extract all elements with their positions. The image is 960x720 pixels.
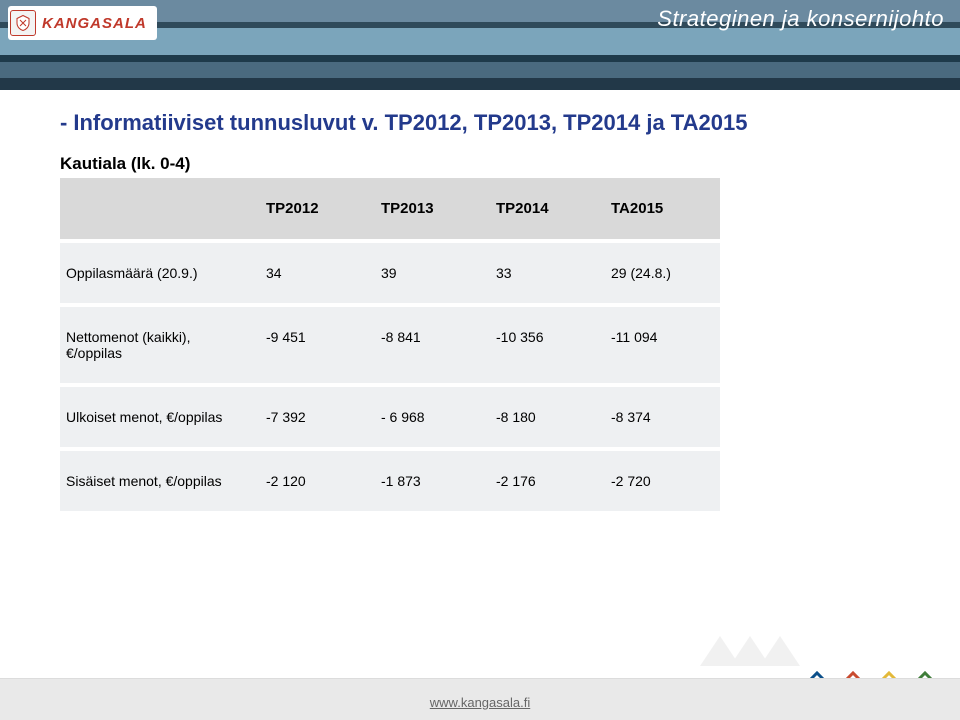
cell: 33: [490, 241, 605, 305]
footer: www.kangasala.fi: [0, 678, 960, 720]
cell: -8 374: [605, 385, 720, 449]
logo-text: KANGASALA: [42, 15, 147, 32]
slide-page: KANGASALA Strateginen ja konsernijohto -…: [0, 0, 960, 720]
cell: - 6 968: [375, 385, 490, 449]
data-table: TP2012 TP2013 TP2014 TA2015 Oppilasmäärä…: [60, 178, 720, 511]
triangles-icon: [700, 636, 820, 666]
col-header: TP2013: [375, 178, 490, 241]
col-header: TA2015: [605, 178, 720, 241]
col-header: TP2012: [260, 178, 375, 241]
cell: -8 841: [375, 305, 490, 385]
cell: -9 451: [260, 305, 375, 385]
cell: -10 356: [490, 305, 605, 385]
table-head: TP2012 TP2013 TP2014 TA2015: [60, 178, 720, 241]
pretitle-text: Informatiiviset tunnusluvut v. TP2012, T…: [73, 110, 747, 135]
cell: -2 720: [605, 449, 720, 511]
table-row: Nettomenot (kaikki), €/oppilas -9 451 -8…: [60, 305, 720, 385]
content: -Informatiiviset tunnusluvut v. TP2012, …: [60, 110, 900, 511]
cell: -1 873: [375, 449, 490, 511]
cell: 29 (24.8.): [605, 241, 720, 305]
col-header: [60, 178, 260, 241]
row-label: Nettomenot (kaikki), €/oppilas: [60, 305, 260, 385]
cell: -7 392: [260, 385, 375, 449]
table-row: Ulkoiset menot, €/oppilas -7 392 - 6 968…: [60, 385, 720, 449]
table-row: Sisäiset menot, €/oppilas -2 120 -1 873 …: [60, 449, 720, 511]
table-header-row: TP2012 TP2013 TP2014 TA2015: [60, 178, 720, 241]
cell: -2 176: [490, 449, 605, 511]
cell: -11 094: [605, 305, 720, 385]
pretitle: -Informatiiviset tunnusluvut v. TP2012, …: [60, 110, 900, 136]
cell: -2 120: [260, 449, 375, 511]
row-label: Ulkoiset menot, €/oppilas: [60, 385, 260, 449]
footer-link[interactable]: www.kangasala.fi: [430, 695, 530, 710]
table-title: Kautiala (lk. 0-4): [60, 154, 900, 174]
row-label: Sisäiset menot, €/oppilas: [60, 449, 260, 511]
table-row: Oppilasmäärä (20.9.) 34 39 33 29 (24.8.): [60, 241, 720, 305]
cell: 39: [375, 241, 490, 305]
col-header: TP2014: [490, 178, 605, 241]
dash-icon: -: [60, 110, 67, 135]
page-title: Strateginen ja konsernijohto: [657, 6, 944, 32]
logo: KANGASALA: [8, 6, 157, 40]
table-body: Oppilasmäärä (20.9.) 34 39 33 29 (24.8.)…: [60, 241, 720, 511]
cell: -8 180: [490, 385, 605, 449]
crest-icon: [10, 10, 36, 36]
row-label: Oppilasmäärä (20.9.): [60, 241, 260, 305]
cell: 34: [260, 241, 375, 305]
